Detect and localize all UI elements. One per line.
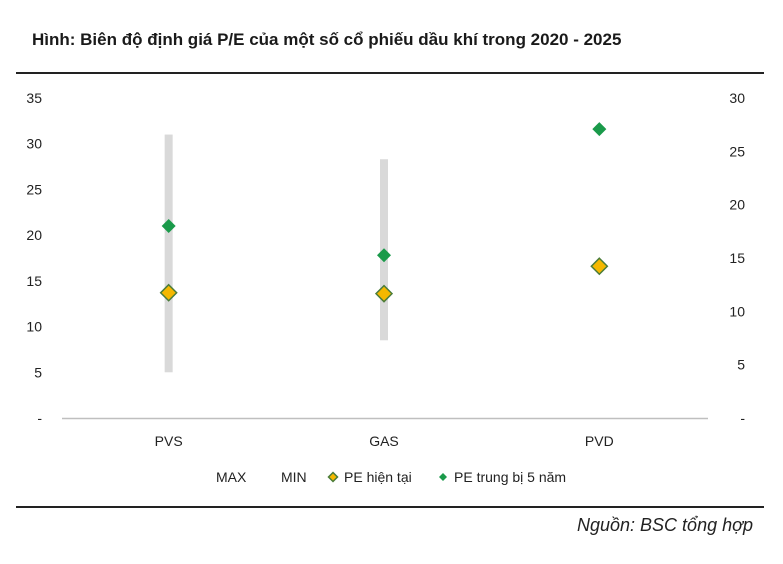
series-point xyxy=(159,283,178,302)
y-left-tick-label: 25 xyxy=(26,181,42,197)
bottom-rule xyxy=(16,506,764,508)
legend-current-pe-swatch xyxy=(327,471,339,483)
series-point xyxy=(590,257,609,276)
y-left-tick-label: 20 xyxy=(26,227,42,243)
x-tick-label: GAS xyxy=(369,433,399,449)
y-right-tick-label: 30 xyxy=(729,90,745,106)
source-note: Nguồn: BSC tổng hợp xyxy=(577,515,753,535)
series-point xyxy=(592,122,607,137)
legend-avg-pe-swatch xyxy=(439,473,447,481)
range-bar xyxy=(164,134,173,373)
y-right-tick-label: 20 xyxy=(729,197,745,213)
legend-avg-pe-label: PE trung bị 5 năm xyxy=(454,469,566,485)
y-left-tick-label: 10 xyxy=(26,319,42,335)
y-left-tick-label: 30 xyxy=(26,136,42,152)
legend-current-pe-label: PE hiện tại xyxy=(344,469,412,485)
top-rule xyxy=(16,72,764,74)
series-point xyxy=(374,284,394,303)
legend-min-label: MIN xyxy=(281,469,307,485)
chart-title: Hình: Biên độ định giá P/E của một số cổ… xyxy=(32,30,622,49)
y-right-tick-label: 25 xyxy=(729,143,745,159)
x-tick-label: PVS xyxy=(155,433,183,449)
series-point xyxy=(161,219,176,233)
y-left-tick-label: 15 xyxy=(26,273,42,289)
y-left-tick-label: - xyxy=(37,410,42,426)
pe-range-chart: - 5 10 15 20 25 30 35 - 5 10 15 20 25 30 PVS GAS PVD MAX MI… xyxy=(26,90,745,485)
y-right-tick-label: 15 xyxy=(729,250,745,266)
y-right-tick-label: 5 xyxy=(737,357,745,373)
y-right-tick-label: 10 xyxy=(729,303,745,319)
y-right-tick-label: - xyxy=(740,410,745,426)
y-left-tick-label: 35 xyxy=(26,90,42,106)
y-left-tick-label: 5 xyxy=(34,364,42,380)
series-point xyxy=(377,248,391,263)
x-tick-label: PVD xyxy=(585,433,614,449)
legend-max-label: MAX xyxy=(216,469,247,485)
